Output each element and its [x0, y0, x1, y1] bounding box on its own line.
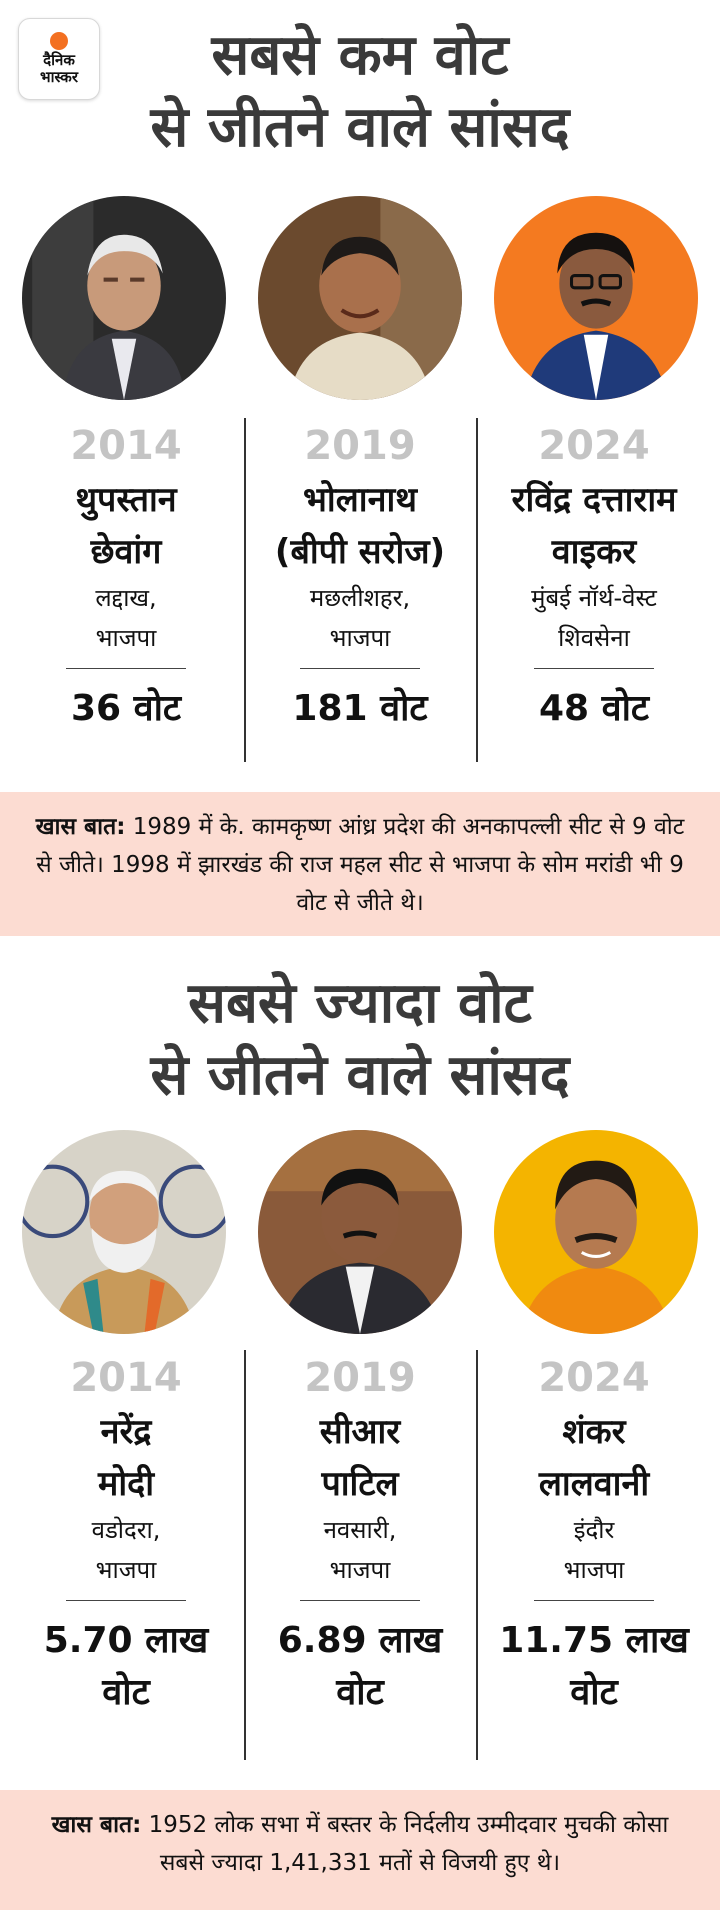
column-divider: [244, 1350, 246, 1760]
sun-icon: [50, 32, 68, 50]
year-label: 2014: [70, 423, 182, 469]
mp-photo-bholanath: [258, 196, 462, 400]
mp-name-line1: नरेंद्र: [100, 1412, 152, 1452]
mp-photo-thupstan-chhewang: [22, 196, 226, 400]
dainik-bhaskar-logo: दैनिक भास्कर: [18, 18, 100, 100]
note-label: खास बात:: [35, 814, 126, 840]
mp-card-2019-highest: 2019 सीआर पाटिल नवसारी, भाजपा 6.89 लाख व…: [242, 1350, 478, 1719]
mp-name-line2: वाइकर: [551, 532, 637, 572]
vote-margin-line2: वोट: [102, 1672, 150, 1713]
note-text: 1952 लोक सभा में बस्तर के निर्दलीय उम्मी…: [141, 1812, 669, 1876]
year-label: 2024: [538, 423, 650, 469]
mp-card-2019-lowest: 2019 भोलानाथ (बीपी सरोज) मछलीशहर, भाजपा …: [242, 418, 478, 735]
constituency: नवसारी,: [323, 1516, 397, 1544]
section2-note: खास बात: 1952 लोक सभा में बस्तर के निर्द…: [0, 1790, 720, 1910]
mp-photo-ravindra-waikar: [494, 196, 698, 400]
mp-card-2014-highest: 2014 नरेंद्र मोदी वडोदरा, भाजपा 5.70 लाख…: [8, 1350, 244, 1719]
mp-card-2014-lowest: 2014 थुपस्तान छेवांग लद्दाख, भाजपा 36 वो…: [8, 418, 244, 735]
party: भाजपा: [563, 1556, 625, 1584]
section2-title-line1: सबसे ज्यादा वोट: [188, 971, 532, 1036]
note-label: खास बात:: [51, 1812, 142, 1838]
party: भाजपा: [329, 1556, 391, 1584]
vote-margin-line1: 6.89 लाख: [277, 1620, 443, 1661]
logo-text-line2: भास्कर: [40, 68, 78, 86]
mp-name-line1: रविंद्र दत्ताराम: [511, 480, 677, 520]
party: भाजपा: [329, 624, 391, 652]
constituency: लद्दाख,: [95, 584, 157, 612]
constituency: वडोदरा,: [91, 1516, 161, 1544]
vote-margin-line1: 11.75 लाख: [499, 1620, 689, 1661]
vote-margin: 36 वोट: [70, 688, 182, 729]
year-label: 2019: [304, 1355, 416, 1401]
column-divider: [476, 418, 478, 762]
mp-name-line1: थुपस्तान: [75, 480, 177, 520]
party: भाजपा: [95, 624, 157, 652]
vote-margin: 181 वोट: [292, 688, 428, 729]
mp-name-line2: मोदी: [98, 1464, 154, 1504]
separator-line: [66, 1600, 186, 1601]
mp-name-line1: भोलानाथ: [303, 480, 417, 520]
mp-name-line1: शंकर: [562, 1412, 626, 1452]
year-label: 2014: [70, 1355, 182, 1401]
section1-title: सबसे कम वोट से जीतने वाले सांसद: [0, 20, 720, 164]
constituency: मुंबई नॉर्थ-वेस्ट: [531, 584, 657, 612]
mp-name-line2: (बीपी सरोज): [274, 532, 446, 572]
vote-margin-line2: वोट: [570, 1672, 618, 1713]
section2-title: सबसे ज्यादा वोट से जीतने वाले सांसद: [0, 968, 720, 1112]
section1-note: खास बात: 1989 में के. कामकृष्ण आंध्र प्र…: [0, 792, 720, 936]
mp-photo-shankar-lalwani: [494, 1130, 698, 1334]
vote-margin-line2: वोट: [336, 1672, 384, 1713]
separator-line: [66, 668, 186, 669]
vote-margin-line1: 5.70 लाख: [43, 1620, 209, 1661]
party: भाजपा: [95, 1556, 157, 1584]
column-divider: [476, 1350, 478, 1760]
mp-photo-narendra-modi: [22, 1130, 226, 1334]
constituency: मछलीशहर,: [309, 584, 411, 612]
section2-photos: [0, 1130, 720, 1350]
mp-photo-cr-patil: [258, 1130, 462, 1334]
year-label: 2019: [304, 423, 416, 469]
mp-name-line2: लालवानी: [538, 1464, 650, 1504]
year-label: 2024: [538, 1355, 650, 1401]
constituency: इंदौर: [573, 1516, 615, 1544]
mp-name-line1: सीआर: [319, 1412, 401, 1452]
column-divider: [244, 418, 246, 762]
separator-line: [534, 668, 654, 669]
mp-card-2024-highest: 2024 शंकर लालवानी इंदौर भाजपा 11.75 लाख …: [476, 1350, 712, 1719]
section1-title-line1: सबसे कम वोट: [211, 23, 509, 88]
section2-title-line2: से जीतने वाले सांसद: [150, 1043, 570, 1108]
mp-name-line2: छेवांग: [90, 532, 162, 572]
party: शिवसेना: [558, 624, 630, 652]
separator-line: [300, 668, 420, 669]
mp-name-line2: पाटिल: [321, 1464, 399, 1504]
logo-text-line1: दैनिक: [43, 51, 75, 69]
separator-line: [300, 1600, 420, 1601]
section1-photos: [0, 196, 720, 416]
vote-margin: 48 वोट: [538, 688, 650, 729]
note-text: 1989 में के. कामकृष्ण आंध्र प्रदेश की अन…: [36, 814, 685, 916]
mp-card-2024-lowest: 2024 रविंद्र दत्ताराम वाइकर मुंबई नॉर्थ-…: [476, 418, 712, 735]
section1-title-line2: से जीतने वाले सांसद: [150, 95, 570, 160]
separator-line: [534, 1600, 654, 1601]
